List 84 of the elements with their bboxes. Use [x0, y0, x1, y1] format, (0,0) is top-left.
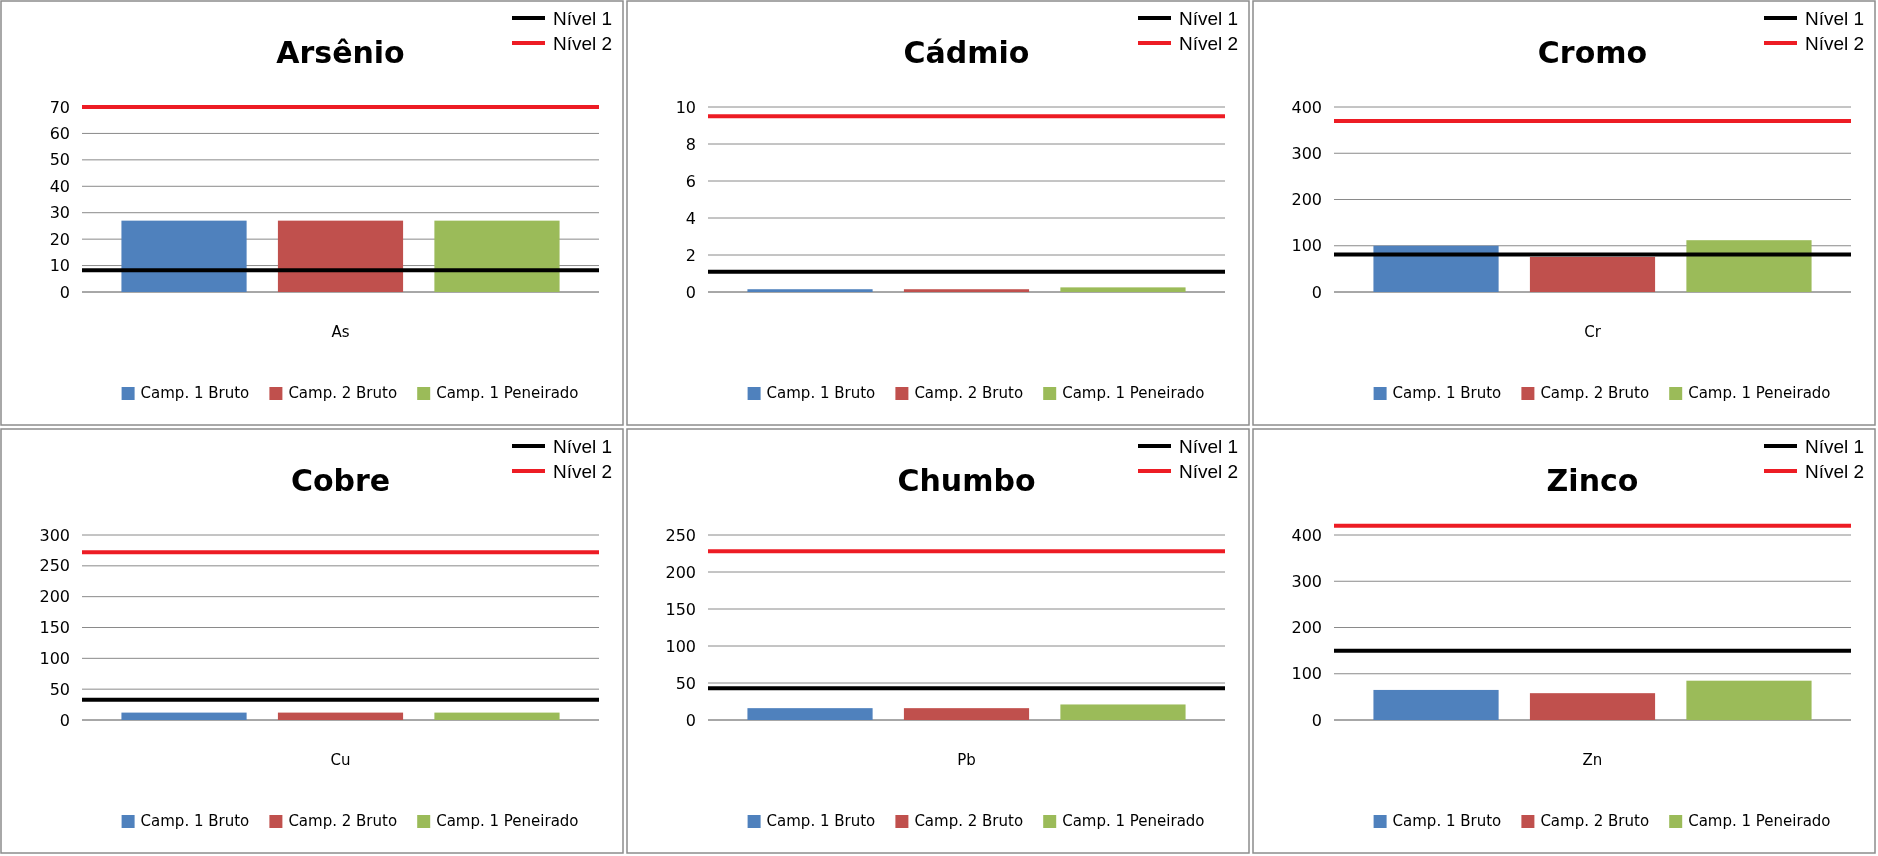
y-tick-label: 300 [1291, 571, 1322, 591]
legend-label: Camp. 1 Bruto [766, 384, 876, 403]
legend-label: Camp. 2 Bruto [1540, 384, 1650, 403]
legend-label: Camp. 1 Bruto [1392, 812, 1502, 831]
chart-title: Cromo [1537, 35, 1648, 70]
y-tick-label: 50 [49, 679, 70, 699]
legend-label: Nível 1 [553, 435, 613, 457]
chart-title: Cádmio [903, 35, 1030, 70]
chart-title: Chumbo [897, 463, 1036, 498]
legend-label: Camp. 1 Peneirado [1688, 384, 1831, 403]
legend-label: Camp. 1 Bruto [140, 812, 250, 831]
y-tick-label: 400 [1291, 97, 1322, 117]
bar [1686, 680, 1812, 720]
y-tick-label: 200 [1291, 190, 1322, 210]
y-tick-label: 10 [49, 256, 70, 276]
legend-label: Camp. 1 Bruto [1392, 384, 1502, 403]
y-tick-label: 40 [49, 176, 70, 196]
legend-label: Camp. 2 Bruto [288, 812, 398, 831]
y-tick-label: 100 [39, 648, 70, 668]
legend-label: Camp. 1 Peneirado [436, 812, 579, 831]
y-tick-label: 10 [675, 97, 696, 117]
legend-label: Camp. 1 Peneirado [1062, 812, 1205, 831]
legend-label: Camp. 2 Bruto [288, 384, 398, 403]
legend-label: Camp. 2 Bruto [1540, 812, 1650, 831]
bar [1373, 245, 1499, 292]
y-tick-label: 200 [39, 587, 70, 607]
x-tick-label: Pb [957, 751, 976, 769]
bar [1529, 256, 1656, 292]
y-tick-label: 70 [49, 97, 70, 117]
y-tick-label: 100 [665, 636, 696, 656]
y-tick-label: 50 [675, 673, 696, 693]
y-tick-label: 0 [1311, 710, 1322, 730]
bar [1686, 240, 1812, 292]
legend-label: Camp. 1 Peneirado [1688, 812, 1831, 831]
legend-label: Camp. 1 Bruto [140, 384, 250, 403]
y-tick-label: 250 [665, 525, 696, 545]
y-tick-label: 200 [665, 562, 696, 582]
y-tick-label: 300 [1291, 143, 1322, 163]
x-tick-label: Cu [330, 751, 351, 769]
legend-label: Nível 1 [1805, 7, 1865, 29]
legend-label: Nível 2 [1805, 32, 1865, 54]
bar [1373, 689, 1499, 720]
legend-label: Camp. 2 Bruto [914, 384, 1024, 403]
y-tick-label: 400 [1291, 525, 1322, 545]
chart-title: Arsênio [276, 35, 405, 70]
y-tick-label: 250 [39, 556, 70, 576]
y-tick-label: 6 [685, 171, 696, 191]
legend-label: Camp. 1 Bruto [766, 812, 876, 831]
x-tick-label: Zn [1582, 751, 1603, 769]
legend-label: Nível 2 [553, 32, 613, 54]
y-tick-label: 20 [49, 229, 70, 249]
legend-label: Nível 2 [1179, 460, 1239, 482]
y-tick-label: 60 [49, 124, 70, 144]
legend-label: Camp. 2 Bruto [914, 812, 1024, 831]
y-tick-label: 300 [39, 525, 70, 545]
y-tick-label: 2 [685, 245, 696, 265]
y-tick-label: 0 [685, 710, 696, 730]
legend-label: Nível 1 [1179, 435, 1239, 457]
chart-title: Cobre [290, 463, 391, 498]
legend-label: Camp. 1 Peneirado [436, 384, 579, 403]
x-tick-label: As [331, 323, 350, 341]
y-tick-label: 100 [1291, 664, 1322, 684]
legend-label: Nível 2 [1805, 460, 1865, 482]
chart-title: Zinco [1546, 463, 1639, 498]
y-tick-label: 150 [665, 599, 696, 619]
legend-label: Nível 1 [1805, 435, 1865, 457]
y-tick-label: 8 [685, 134, 696, 154]
y-tick-label: 0 [1311, 282, 1322, 302]
y-tick-label: 150 [39, 618, 70, 638]
y-tick-label: 200 [1291, 618, 1322, 638]
bar [1529, 693, 1656, 720]
y-tick-label: 0 [685, 282, 696, 302]
legend-label: Nível 2 [553, 460, 613, 482]
y-tick-label: 4 [685, 208, 696, 228]
y-tick-label: 30 [49, 203, 70, 223]
legend-label: Camp. 1 Peneirado [1062, 384, 1205, 403]
x-tick-label: Cr [1584, 323, 1602, 341]
legend-label: Nível 1 [1179, 7, 1239, 29]
y-tick-label: 0 [59, 710, 70, 730]
legend-label: Nível 1 [553, 7, 613, 29]
y-tick-label: 50 [49, 150, 70, 170]
legend-label: Nível 2 [1179, 32, 1239, 54]
y-tick-label: 0 [59, 282, 70, 302]
y-tick-label: 100 [1291, 236, 1322, 256]
